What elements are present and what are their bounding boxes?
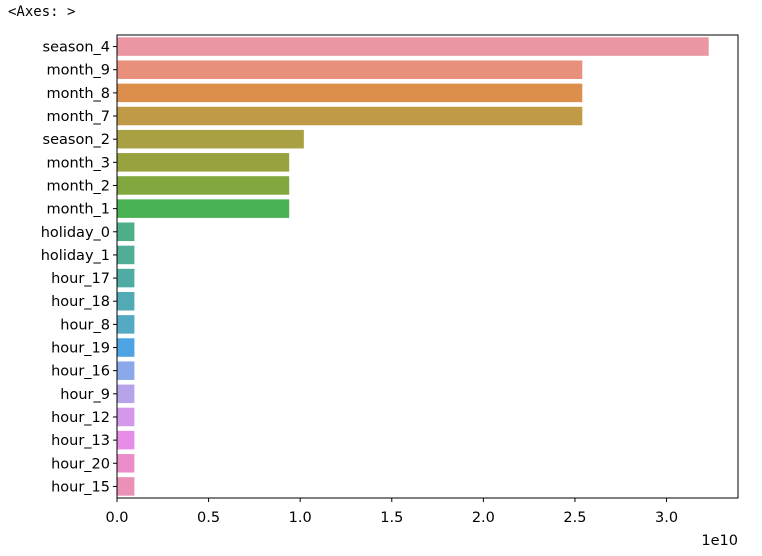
y-tick-label: hour_19 (51, 341, 110, 357)
y-tick-label: month_1 (46, 202, 110, 218)
bar-hour_15 (117, 477, 135, 496)
bars-group (117, 37, 709, 496)
bar-month_9 (117, 60, 583, 79)
bar-month_7 (117, 106, 583, 126)
y-tick-label: month_8 (46, 86, 110, 102)
y-tick-label: hour_18 (51, 294, 110, 310)
bar-season_4 (117, 37, 709, 56)
bar-hour_13 (117, 430, 135, 450)
axes-frame (116, 34, 739, 499)
x-ticks: 0.0 0.5 1.0 1.5 2.0 2.5 3.0 (105, 498, 678, 526)
x-tick-label: 2.5 (563, 510, 586, 526)
bar-month_8 (117, 83, 583, 103)
bar-month_3 (117, 153, 290, 172)
y-tick-label: hour_17 (51, 271, 110, 287)
y-tick-label: hour_13 (51, 433, 110, 449)
axes-repr-text: <Axes: > (8, 4, 76, 20)
y-tick-label: month_2 (46, 178, 110, 194)
bar-hour_19 (117, 338, 135, 357)
y-tick-labels: season_4 month_9 month_8 month_7 season_2mon… (41, 40, 117, 495)
bar-holiday_0 (117, 222, 135, 242)
y-tick-label: hour_15 (51, 479, 110, 495)
y-tick-label: month_9 (46, 63, 110, 79)
bar-hour_9 (117, 384, 135, 404)
bar-hour_12 (117, 407, 135, 427)
x-tick-label: 1.5 (380, 510, 403, 526)
bar-month_1 (117, 199, 290, 218)
y-tick-label: hour_20 (51, 456, 110, 472)
y-tick-label: holiday_1 (41, 248, 110, 264)
bar-season_2 (117, 129, 304, 149)
bar-hour_16 (117, 361, 135, 380)
y-tick-label: season_4 (43, 40, 110, 56)
y-tick-label: season_2 (43, 132, 110, 148)
bar-hour_17 (117, 268, 135, 288)
x-tick-label: 2.0 (472, 510, 495, 526)
y-tick-label: month_3 (46, 155, 110, 171)
y-tick-label: month_7 (46, 109, 110, 125)
bar-hour_18 (117, 291, 135, 311)
x-offset-label: 1e10 (701, 533, 738, 549)
bar-hour_8 (117, 315, 135, 334)
x-tick-label: 3.0 (655, 510, 678, 526)
y-tick-label: hour_9 (60, 387, 110, 403)
bar-hour_20 (117, 454, 135, 473)
x-tick-label: 0.5 (197, 510, 220, 526)
y-tick-label: hour_8 (60, 317, 110, 333)
x-tick-label: 1.0 (289, 510, 312, 526)
bar-holiday_1 (117, 245, 135, 265)
y-tick-label: hour_12 (51, 410, 110, 426)
x-tick-label: 0.0 (105, 510, 128, 526)
y-tick-label: hour_16 (51, 364, 110, 380)
bar-month_2 (117, 176, 290, 195)
y-tick-label: holiday_0 (41, 225, 110, 241)
